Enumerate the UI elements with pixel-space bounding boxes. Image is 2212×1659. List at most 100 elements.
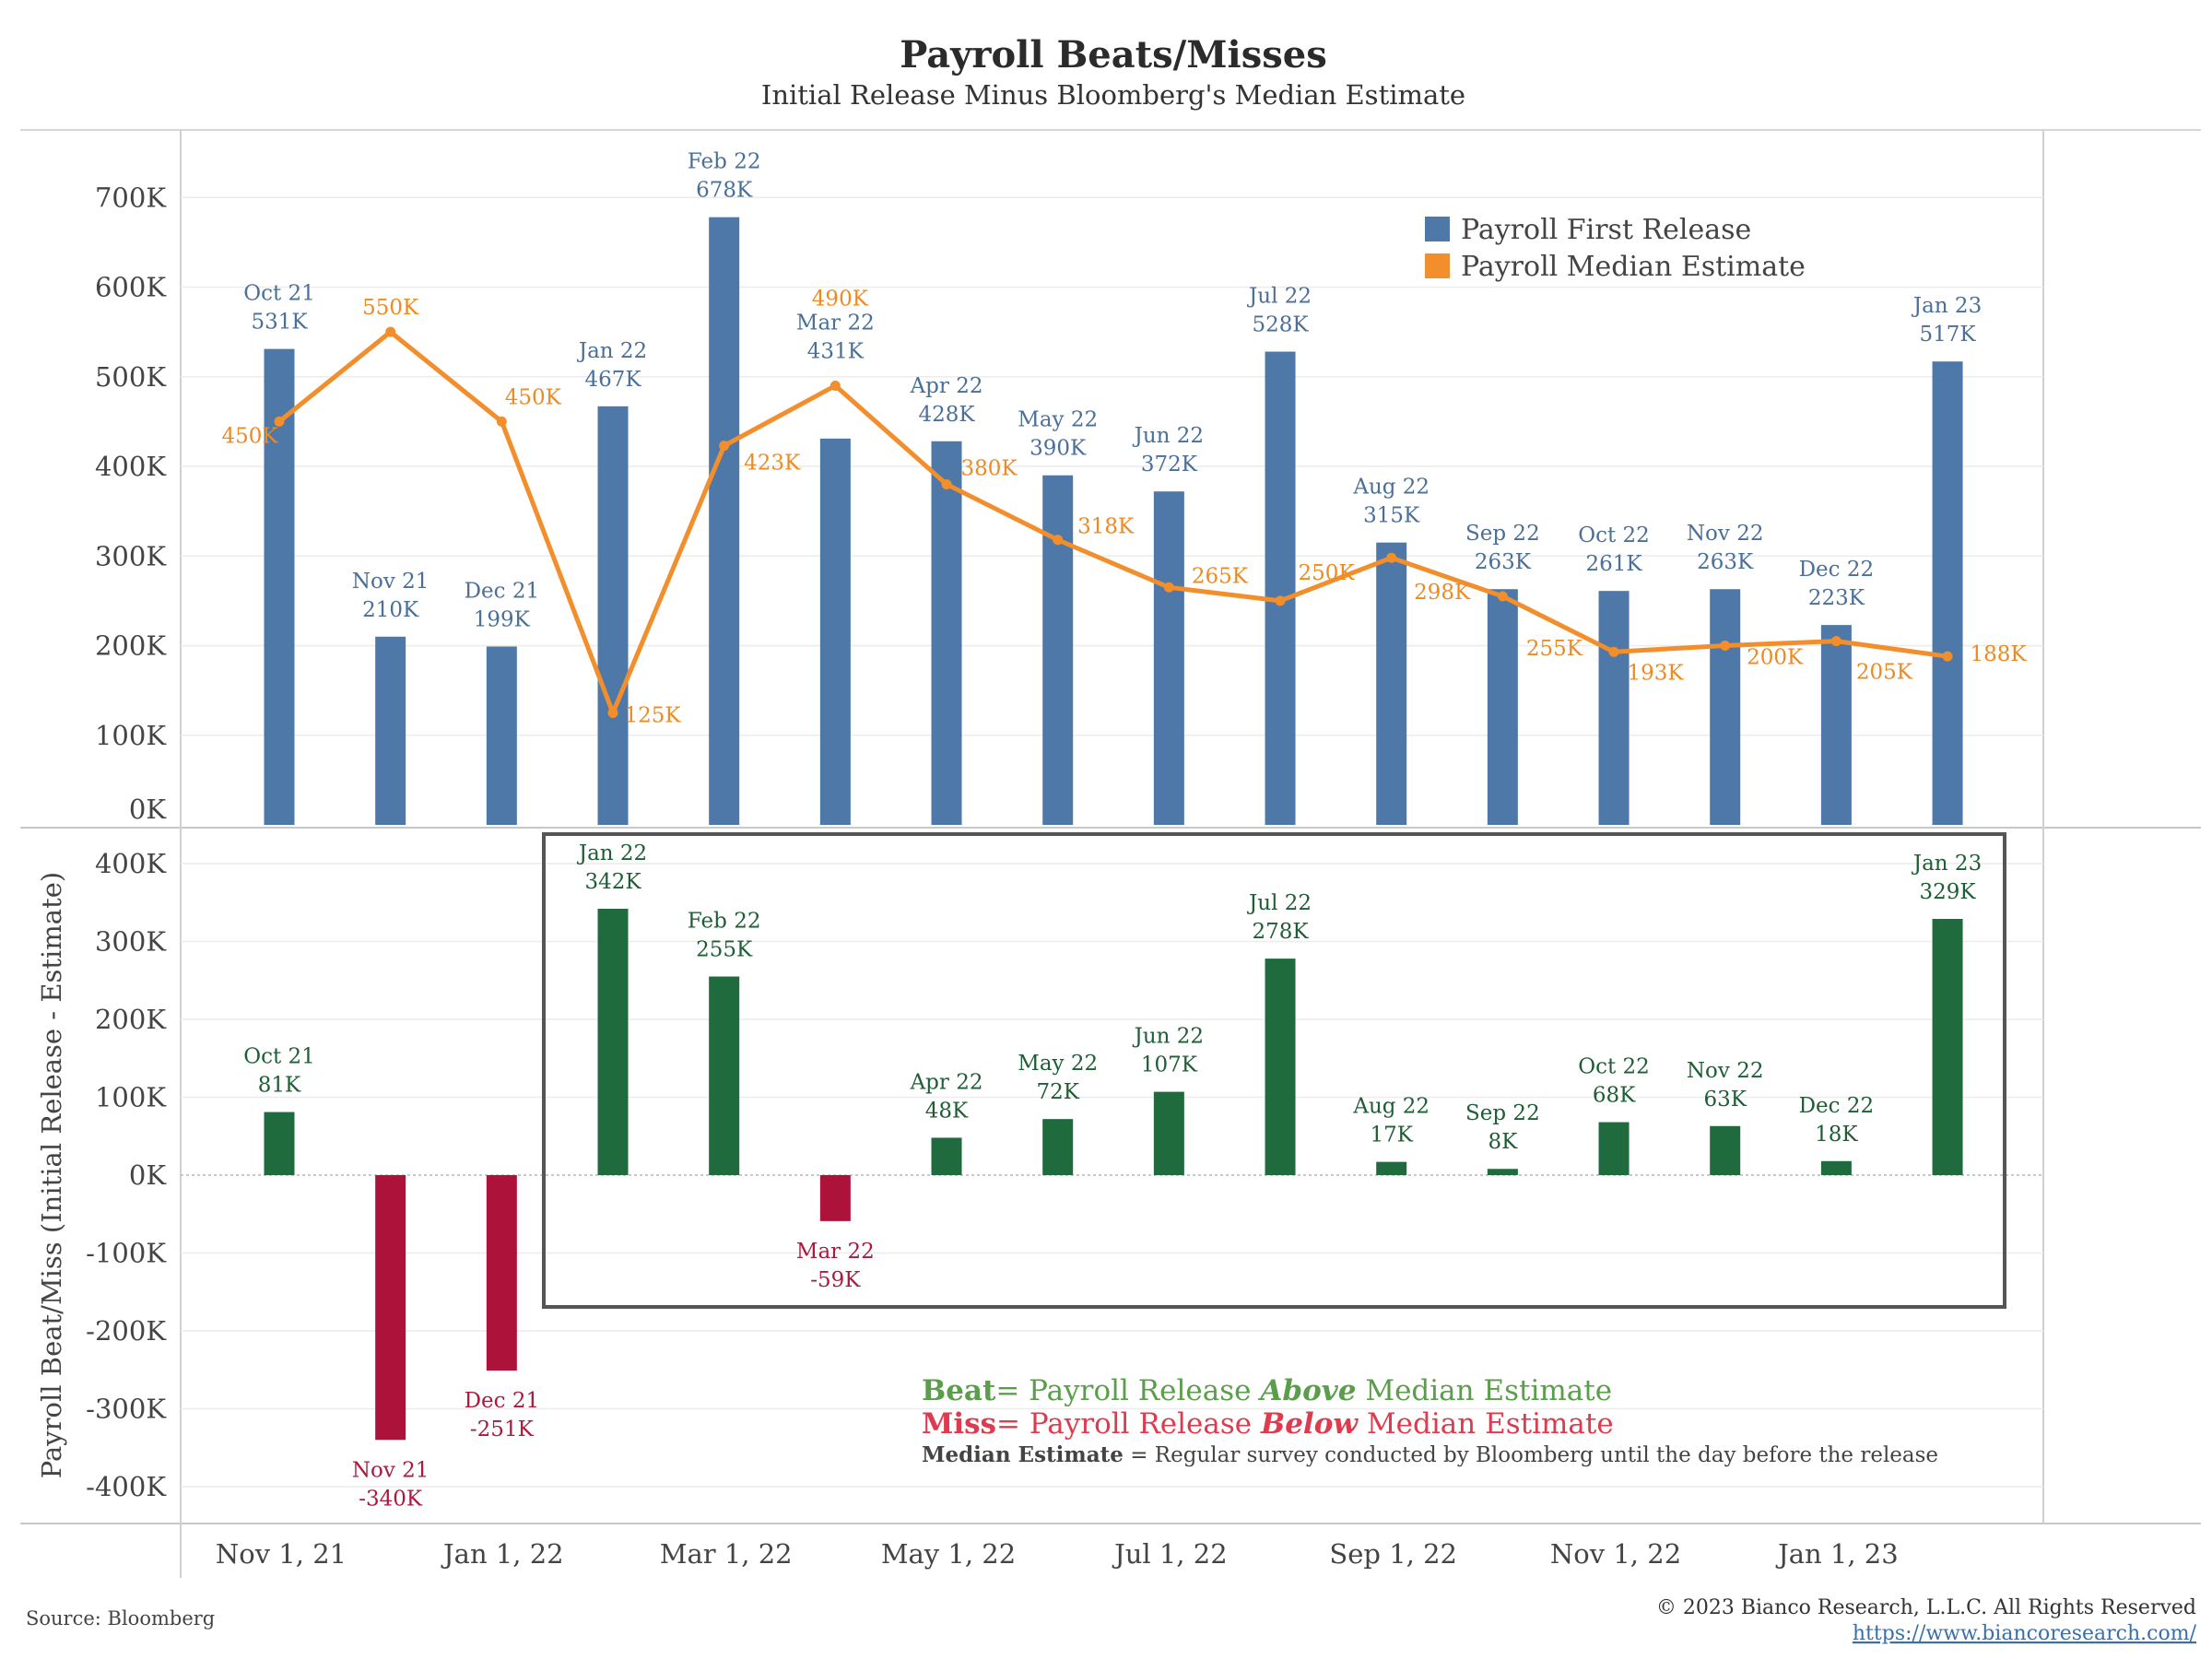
estimate-value-label: 380K — [960, 456, 1018, 480]
legend-swatch-estimate — [1425, 253, 1450, 278]
miss-value-label: -59K — [810, 1268, 861, 1292]
miss-rest-1: = Payroll Release — [996, 1407, 1261, 1441]
beat-category-label: Jan 23 — [1912, 852, 1982, 876]
beat-value-label: 255K — [696, 938, 753, 962]
bottom-y-tick-label: -300K — [86, 1394, 167, 1425]
beat-bar-jan-22 — [597, 909, 629, 1175]
beat-category-label: Jul 22 — [1247, 891, 1312, 915]
estimate-value-label: 318K — [1077, 515, 1135, 539]
beat-emphasis: Above — [1257, 1374, 1356, 1407]
x-axis: Nov 1, 21 Jan 1, 22 Mar 1, 22 May 1, 22 Jul … — [216, 1538, 1899, 1570]
release-category-label: Nov 21 — [352, 570, 429, 594]
estimate-value-label: 255K — [1526, 637, 1583, 661]
top-y-tick-label: 200K — [95, 630, 167, 662]
beat-rest-1: = Payroll Release — [995, 1374, 1260, 1407]
beat-value-label: 18K — [1815, 1123, 1858, 1147]
beat-category-label: May 22 — [1018, 1052, 1098, 1076]
beat-value-label: 107K — [1141, 1053, 1198, 1077]
beat-value-label: 8K — [1488, 1130, 1518, 1154]
miss-bar-nov-21 — [375, 1175, 406, 1441]
beat-bar-apr-22 — [931, 1137, 962, 1175]
bottom-y-tick-label: 300K — [95, 926, 167, 958]
median-note: Median Estimate = Regular survey conduct… — [922, 1442, 1938, 1467]
beat-bar-jun-22 — [1153, 1091, 1184, 1175]
release-bar-sep-22 — [1487, 589, 1518, 825]
beat-bar-oct-22 — [1598, 1122, 1630, 1175]
beat-value-label: 81K — [258, 1074, 301, 1098]
x-tick-label: May 1, 22 — [881, 1538, 1016, 1570]
release-bar-dec-22 — [1820, 625, 1852, 825]
legend-swatch-release — [1425, 217, 1450, 241]
release-value-label: 210K — [362, 598, 419, 622]
beat-value-label: 329K — [1920, 880, 1977, 904]
annotation-notes: Beat= Payroll Release Above Median Estim… — [922, 1374, 1938, 1467]
estimate-value-label: 450K — [505, 385, 562, 409]
website-link[interactable]: https://www.biancoresearch.com/ — [1853, 1622, 2197, 1645]
release-category-label: Jan 22 — [577, 339, 647, 363]
release-bar-jan-23 — [1932, 361, 1963, 825]
miss-category-label: Dec 21 — [465, 1389, 540, 1413]
miss-value-label: -340K — [359, 1487, 423, 1511]
estimate-value-label: 193K — [1627, 661, 1684, 685]
beat-bar-aug-22 — [1376, 1161, 1407, 1175]
beat-bar-dec-22 — [1820, 1160, 1852, 1175]
miss-category-label: Mar 22 — [796, 1240, 875, 1264]
top-y-tick-label: 500K — [95, 361, 167, 393]
estimate-line — [274, 326, 1953, 718]
estimate-point-jun-22 — [1163, 582, 1174, 593]
top-y-tick-label: 100K — [95, 720, 167, 751]
bottom-y-tick-label: 0K — [129, 1159, 167, 1191]
release-value-label: 428K — [918, 403, 975, 427]
estimate-value-label: 200K — [1747, 646, 1804, 670]
median-rest: = Regular survey conducted by Bloomberg … — [1124, 1443, 1938, 1467]
beat-value-label: 72K — [1036, 1080, 1079, 1104]
top-panel-data-labels: Oct 21 531K Nov 21 210K Dec 21 199K Jan 22 467K… — [221, 150, 2027, 728]
beat-bar-jan-23 — [1932, 918, 1963, 1175]
release-bar-mar-22 — [819, 438, 851, 825]
estimate-series-line — [277, 329, 1948, 715]
legend-label-release: Payroll First Release — [1461, 214, 1751, 246]
estimate-point-sep-22 — [1497, 591, 1508, 602]
estimate-value-label: 490K — [812, 287, 869, 311]
legend-label-estimate: Payroll Median Estimate — [1461, 251, 1806, 283]
estimate-value-label: 188K — [1971, 642, 2028, 666]
miss-emphasis: Below — [1260, 1407, 1359, 1441]
x-tick-label: Nov 1, 22 — [1550, 1538, 1681, 1570]
estimate-point-nov-21 — [385, 326, 396, 337]
release-category-label: Apr 22 — [910, 374, 983, 398]
estimate-point-oct-21 — [274, 416, 285, 427]
release-bar-nov-22 — [1710, 589, 1741, 825]
x-tick-label: Jan 1, 22 — [441, 1538, 564, 1570]
beat-bar-nov-22 — [1710, 1125, 1741, 1175]
release-bar-jun-22 — [1153, 491, 1184, 825]
x-tick-label: Nov 1, 21 — [216, 1538, 347, 1570]
release-category-label: Mar 22 — [796, 311, 875, 335]
release-category-label: Dec 21 — [465, 579, 540, 603]
release-value-label: 678K — [696, 179, 753, 203]
beat-value-label: 278K — [1252, 920, 1309, 944]
release-bar-nov-21 — [375, 636, 406, 825]
beat-bar-feb-22 — [709, 976, 740, 1175]
bottom-y-tick-label: -200K — [86, 1315, 167, 1347]
release-value-label: 261K — [1585, 552, 1642, 576]
beat-miss-bars — [264, 909, 1963, 1441]
bottom-y-tick-label: -400K — [86, 1471, 167, 1502]
bottom-y-tick-label: 400K — [95, 848, 167, 879]
estimate-value-label: 550K — [362, 296, 419, 320]
release-bar-oct-22 — [1598, 591, 1630, 825]
x-tick-label: Jan 1, 23 — [1775, 1538, 1899, 1570]
miss-bar-mar-22 — [819, 1175, 851, 1221]
bottom-y-tick-label: 200K — [95, 1004, 167, 1035]
miss-rest-2: Median Estimate — [1358, 1407, 1614, 1441]
beat-value-label: 17K — [1370, 1124, 1413, 1147]
beat-note: Beat= Payroll Release Above Median Estim… — [922, 1374, 1612, 1407]
release-category-label: Jul 22 — [1247, 285, 1312, 309]
release-bar-jan-22 — [597, 406, 629, 825]
estimate-point-jan-23 — [1942, 651, 1953, 662]
release-value-label: 467K — [584, 368, 641, 392]
miss-category-label: Nov 21 — [352, 1458, 429, 1482]
beat-category-label: Jan 22 — [577, 841, 647, 865]
top-y-tick-label: 700K — [95, 182, 167, 213]
release-value-label: 390K — [1030, 437, 1087, 461]
beat-value-label: 48K — [925, 1099, 969, 1123]
